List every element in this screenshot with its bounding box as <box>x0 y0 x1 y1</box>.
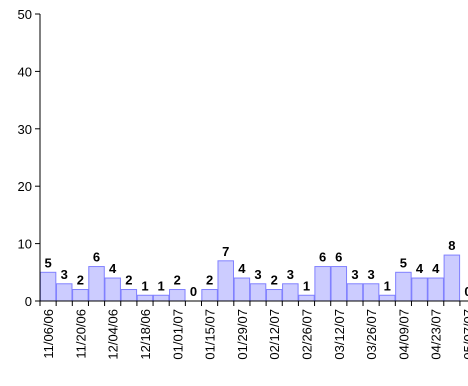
data-label: 4 <box>109 261 117 276</box>
data-label: 5 <box>400 255 407 270</box>
data-label: 2 <box>77 273 84 288</box>
bar <box>56 284 71 301</box>
bar <box>137 295 153 301</box>
bar <box>170 290 186 301</box>
data-label: 0 <box>464 284 468 299</box>
bar <box>396 272 412 301</box>
data-label: 0 <box>190 284 197 299</box>
bar <box>347 284 363 301</box>
y-ticks-group: 0 10 20 30 40 50 <box>18 7 40 309</box>
data-label: 4 <box>238 261 246 276</box>
data-label: 3 <box>287 267 294 282</box>
data-label: 3 <box>351 267 358 282</box>
x-tick-label: 11/20/06 <box>73 309 88 359</box>
bar <box>202 290 218 301</box>
x-tick-label: 04/09/07 <box>396 309 411 360</box>
data-label: 1 <box>303 278 310 293</box>
x-tick-label: 02/26/07 <box>299 309 314 360</box>
data-label: 4 <box>432 261 440 276</box>
bar <box>266 290 282 301</box>
data-label: 6 <box>319 250 326 265</box>
x-tick-label: 03/12/07 <box>332 309 347 360</box>
data-label: 3 <box>367 267 374 282</box>
data-label: 8 <box>448 238 455 253</box>
bar <box>234 278 250 301</box>
data-label: 2 <box>125 273 132 288</box>
bar <box>250 284 265 301</box>
bar <box>379 295 395 301</box>
y-tick-label: 40 <box>18 64 32 79</box>
data-label: 2 <box>206 273 213 288</box>
x-tick-label: 04/23/07 <box>429 309 444 360</box>
bar <box>331 267 347 301</box>
data-label: 2 <box>271 273 278 288</box>
bar <box>121 290 137 301</box>
x-tick-label: 11/06/06 <box>41 309 56 359</box>
y-tick-label: 0 <box>25 294 32 309</box>
bar <box>218 261 234 301</box>
x-tick-label: 01/01/07 <box>170 309 185 360</box>
bars-group <box>40 255 459 301</box>
data-label: 1 <box>158 278 165 293</box>
data-label: 6 <box>335 250 342 265</box>
bar <box>40 272 56 301</box>
data-label: 5 <box>44 255 51 270</box>
x-tick-label: 05/07/07 <box>461 309 468 360</box>
bar <box>412 278 428 301</box>
data-label: 3 <box>254 267 261 282</box>
data-label: 1 <box>384 278 391 293</box>
y-tick-label: 30 <box>18 122 32 137</box>
bar <box>73 290 89 301</box>
bar <box>444 255 460 301</box>
bar <box>315 267 331 301</box>
bar <box>89 267 105 301</box>
bar <box>283 284 299 301</box>
data-label: 1 <box>141 278 148 293</box>
bar <box>428 278 444 301</box>
y-tick-label: 20 <box>18 179 32 194</box>
x-tick-label: 01/15/07 <box>203 309 218 360</box>
y-tick-label: 10 <box>18 237 32 252</box>
bar <box>105 278 121 301</box>
x-tick-label: 12/04/06 <box>106 309 121 360</box>
x-tick-label: 02/12/07 <box>267 309 282 360</box>
bar <box>153 295 169 301</box>
data-label: 6 <box>93 250 100 265</box>
data-label: 2 <box>174 273 181 288</box>
data-label: 7 <box>222 244 229 259</box>
x-ticks-group: 11/06/06 11/20/06 12/04/06 12/18/06 01/01/07… <box>40 301 468 360</box>
x-tick-label: 01/29/07 <box>235 309 250 360</box>
data-label: 4 <box>416 261 424 276</box>
bar <box>299 295 315 301</box>
data-label: 3 <box>61 267 68 282</box>
bar <box>363 284 379 301</box>
x-tick-label: 12/18/06 <box>138 309 153 360</box>
x-tick-label: 03/26/07 <box>364 309 379 360</box>
y-tick-label: 50 <box>18 7 32 22</box>
